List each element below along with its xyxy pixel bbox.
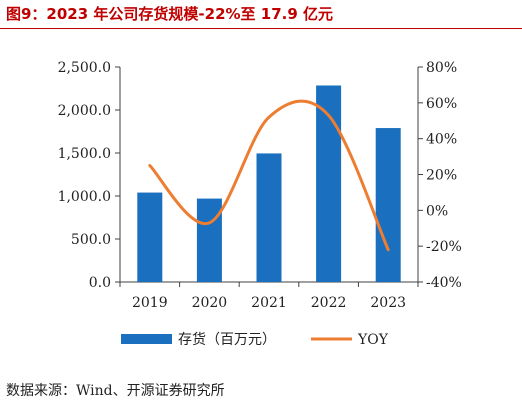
y-left-tick-label: 0.0 [89,275,111,291]
bar-2020 [196,198,222,282]
chart-axes: 0.0 500.0 1,000.0 1,500.0 2,000.0 2,500.0 -40%… [58,60,462,311]
x-tick-label: 2022 [311,295,347,311]
bar-line-chart: 0.0 500.0 1,000.0 1,500.0 2,000.0 2,500.0 -40%… [58,60,462,348]
legend-bar-label: 存货（百万元） [178,331,276,348]
y-right-tick-label: 80% [426,60,457,76]
legend-bar-swatch [121,334,172,344]
line-series [148,99,390,252]
y-left-tick-label: 500.0 [71,232,111,248]
y-right-tick-label: 0% [426,203,448,219]
y-right-tick-label: 20% [426,168,457,184]
y-left-tick-label: 1,000.0 [58,189,111,205]
bar-2023 [375,128,401,282]
y-left-tick-label: 1,500.0 [58,146,111,162]
x-tick-label: 2019 [132,295,168,311]
y-right-tick-label: -20% [426,239,462,255]
legend-line-label: YOY [357,332,389,348]
bar-2022 [316,85,342,283]
x-tick-label: 2020 [192,295,228,311]
y-right-tick-label: 60% [426,96,457,112]
x-tick-label: 2021 [251,295,287,311]
bar-2021 [256,153,282,282]
chart-title: 图9：2023 年公司存货规模-22%至 17.9 亿元 [6,5,333,23]
title-rule [0,28,522,29]
y-right-tick-label: -40% [426,275,462,291]
bar-2019 [137,192,163,282]
data-source-note: 数据来源：Wind、开源证券研究所 [6,383,225,399]
chart-legend: 存货（百万元） YOY [121,331,389,348]
bar-series [137,85,401,283]
y-left-tick-label: 2,500.0 [58,60,111,76]
y-left-tick-label: 2,000.0 [58,103,111,119]
y-right-tick-label: 40% [426,132,457,148]
x-tick-label: 2023 [370,295,406,311]
